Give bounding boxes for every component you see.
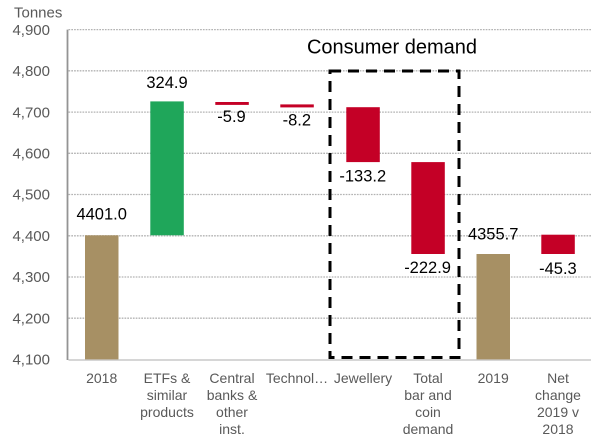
svg-text:2018: 2018 (542, 421, 573, 437)
svg-text:4,400: 4,400 (12, 228, 50, 245)
svg-text:2018: 2018 (86, 370, 117, 386)
svg-text:Technol…: Technol… (266, 370, 328, 386)
svg-text:Jewellery: Jewellery (334, 370, 392, 386)
svg-text:4,500: 4,500 (12, 187, 50, 204)
svg-text:Total: Total (413, 370, 443, 386)
svg-text:coin: coin (415, 404, 441, 420)
svg-text:4,700: 4,700 (12, 104, 50, 121)
svg-text:4355.7: 4355.7 (468, 226, 518, 244)
svg-text:4,900: 4,900 (12, 22, 50, 39)
svg-text:4401.0: 4401.0 (76, 206, 126, 224)
svg-text:324.9: 324.9 (146, 74, 187, 92)
svg-text:-222.9: -222.9 (404, 259, 451, 277)
svg-text:Tonnes: Tonnes (14, 5, 62, 22)
svg-text:banks &: banks & (207, 387, 258, 403)
svg-text:4,800: 4,800 (12, 63, 50, 80)
svg-text:products: products (140, 404, 194, 420)
svg-text:ETFs &: ETFs & (144, 370, 191, 386)
svg-text:inst.: inst. (219, 421, 245, 437)
svg-text:4,600: 4,600 (12, 146, 50, 163)
svg-text:-45.3: -45.3 (539, 260, 577, 278)
svg-text:4,100: 4,100 (12, 352, 50, 369)
svg-text:change: change (535, 387, 581, 403)
svg-text:-133.2: -133.2 (339, 168, 386, 186)
svg-text:2019 v: 2019 v (537, 404, 579, 420)
svg-text:-5.9: -5.9 (217, 108, 245, 126)
svg-text:bar and: bar and (404, 387, 451, 403)
svg-text:Central: Central (209, 370, 254, 386)
svg-text:Consumer demand: Consumer demand (307, 37, 477, 59)
svg-text:Net: Net (547, 370, 569, 386)
svg-text:4,200: 4,200 (12, 310, 50, 327)
svg-text:other: other (216, 404, 248, 420)
svg-text:2019: 2019 (478, 370, 509, 386)
svg-text:4,300: 4,300 (12, 269, 50, 286)
svg-text:demand: demand (403, 421, 454, 437)
svg-text:-8.2: -8.2 (283, 111, 311, 129)
svg-text:similar: similar (147, 387, 188, 403)
